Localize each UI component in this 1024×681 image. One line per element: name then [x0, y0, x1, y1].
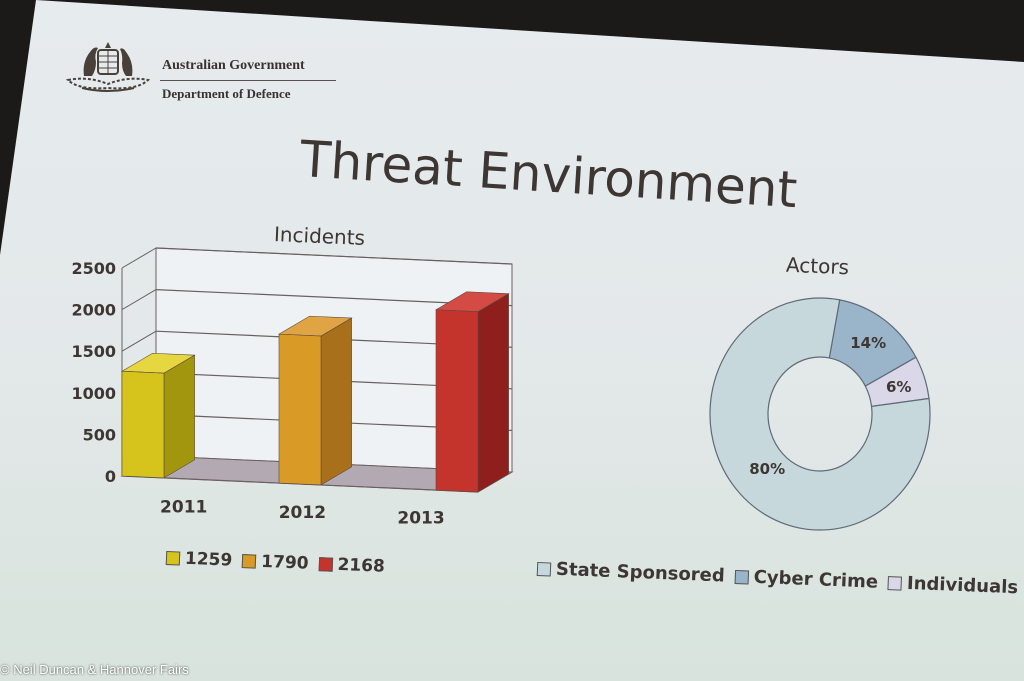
donut-data-label: 80% — [749, 460, 785, 478]
bar-front — [121, 370, 165, 479]
bar-front — [435, 309, 479, 493]
y-tick-label: 1000 — [71, 384, 116, 403]
legend-label: 1790 — [260, 551, 309, 574]
bar-chart-group: 0 500 1000 1500 2000 2500 2011 2012 2013 — [71, 247, 514, 528]
photo-credit: © Neil Duncan & Hannover Fairs — [0, 662, 189, 677]
bar-2012 — [277, 315, 353, 486]
y-tick-label: 1500 — [71, 342, 116, 361]
org-name: Australian Government — [162, 58, 305, 73]
legend-item-2013: 2168 — [318, 554, 385, 577]
y-tick-label: 500 — [83, 425, 116, 444]
gridline — [155, 247, 513, 265]
donut-group: 14% 6% 80% — [709, 297, 931, 531]
y-tick-label: 2000 — [71, 301, 116, 320]
bar-2011 — [120, 352, 196, 479]
legend-item-2011: 1259 — [165, 548, 233, 571]
crest-icon — [65, 42, 151, 92]
legend-swatch — [241, 554, 257, 569]
x-tick-label: 2012 — [279, 503, 326, 523]
legend-swatch — [165, 551, 181, 566]
donut-slice-state-sponsored — [709, 297, 931, 531]
donut-data-label: 14% — [850, 334, 886, 352]
legend-swatch — [536, 561, 552, 577]
side-gridline — [121, 247, 157, 269]
y-tick-label: 0 — [105, 467, 116, 486]
bar-2013 — [434, 291, 510, 493]
legend-swatch — [318, 557, 333, 572]
y-tick-label: 2500 — [71, 259, 116, 278]
legend-item-2012: 1790 — [241, 551, 309, 574]
bar-front — [278, 333, 322, 486]
donut-data-label: 6% — [886, 378, 911, 396]
gov-crest-logo — [62, 36, 154, 98]
x-tick-label: 2013 — [397, 508, 444, 528]
legend-swatch — [887, 575, 903, 591]
legend-label: 2168 — [337, 554, 386, 577]
logo-divider — [160, 80, 336, 81]
legend-label: 1259 — [184, 548, 233, 571]
dept-name: Department of Defence — [162, 86, 291, 101]
legend-swatch — [734, 569, 749, 584]
side-gridline — [121, 330, 157, 352]
side-gridline — [121, 289, 157, 311]
x-tick-label: 2011 — [160, 498, 207, 518]
